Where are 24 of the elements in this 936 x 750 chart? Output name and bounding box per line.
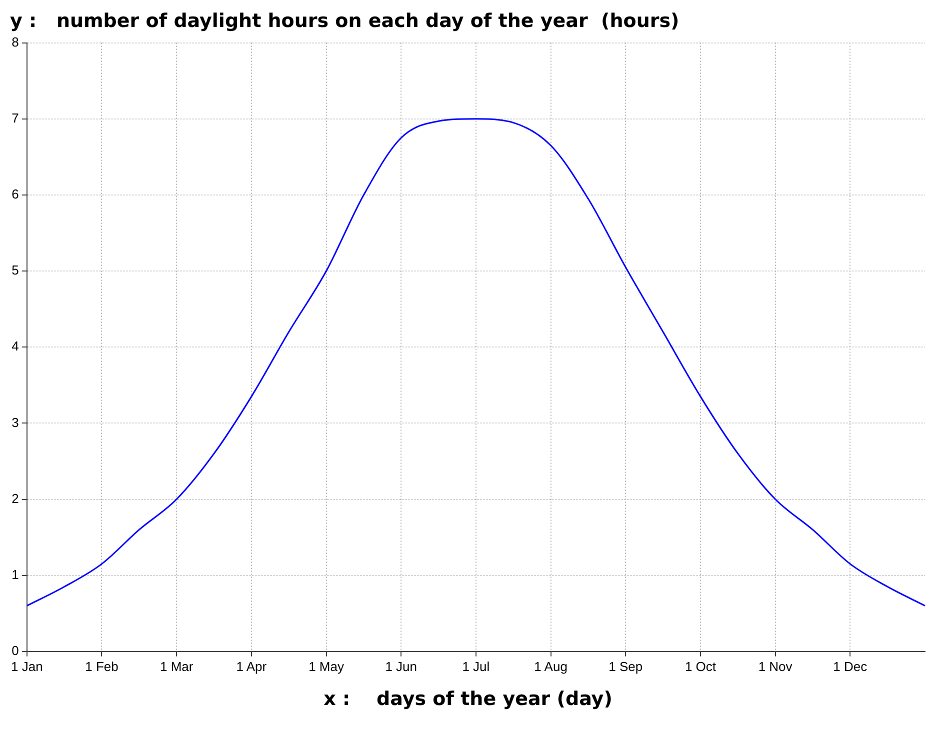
x-tick-label: 1 Mar <box>160 658 194 674</box>
x-tick-label: 1 Dec <box>833 658 868 674</box>
x-tick-label: 1 Apr <box>236 658 268 674</box>
y-tick-label: 7 <box>12 110 19 126</box>
y-axis-title: y : number of daylight hours on each day of the year (hours) <box>9 9 680 32</box>
y-tick-label: 3 <box>12 414 19 430</box>
y-tick-label: 6 <box>12 186 19 202</box>
x-tick-label: 1 Jan <box>10 658 43 674</box>
y-tick-label: 4 <box>12 338 19 354</box>
x-tick-label: 1 Oct <box>684 658 716 674</box>
x-tick-label: 1 Jul <box>462 658 490 674</box>
y-tick-label: 5 <box>12 262 19 278</box>
y-tick-label: 0 <box>12 642 19 658</box>
x-tick-label: 1 Aug <box>534 658 568 674</box>
x-tick-label: 1 Jun <box>385 658 418 674</box>
y-tick-label: 1 <box>12 566 19 582</box>
x-tick-label: 1 Sep <box>608 658 643 674</box>
x-tick-label: 1 Nov <box>758 658 793 674</box>
y-tick-label: 2 <box>12 490 19 506</box>
x-tick-label: 1 Feb <box>85 658 118 674</box>
y-tick-label: 8 <box>12 34 19 50</box>
line-series <box>26 118 926 607</box>
x-tick-label: 1 May <box>308 658 344 674</box>
x-axis-title: x : days of the year (day) <box>322 687 614 710</box>
